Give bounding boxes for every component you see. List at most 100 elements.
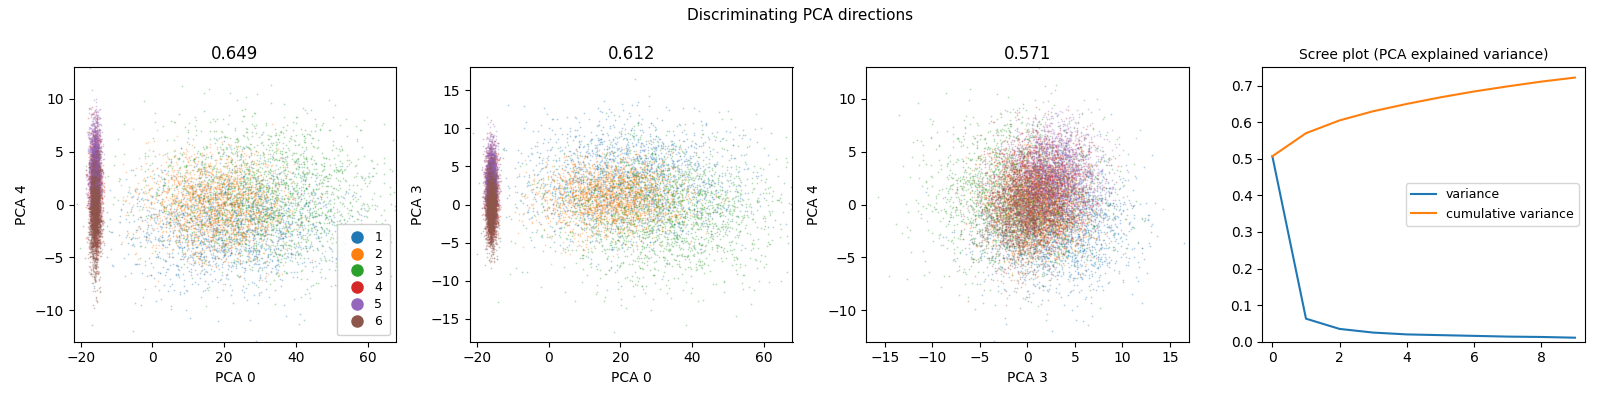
Point [475, 221, 501, 228]
Point [1029, 188, 1054, 194]
Point [195, 206, 221, 212]
Point [1053, 228, 1078, 234]
Point [80, 208, 106, 214]
Point [626, 186, 651, 192]
Point [565, 238, 590, 244]
Point [82, 203, 107, 210]
Point [291, 133, 317, 139]
Point [1038, 200, 1064, 207]
Point [1048, 181, 1074, 187]
Point [973, 216, 998, 222]
Point [1038, 180, 1064, 186]
Point [1006, 176, 1032, 183]
Point [86, 151, 112, 157]
Point [981, 192, 1006, 199]
Point [592, 145, 618, 152]
Point [526, 188, 552, 194]
Point [701, 208, 726, 215]
Point [1083, 252, 1109, 258]
Point [478, 197, 504, 204]
Point [475, 148, 501, 154]
Point [302, 160, 328, 166]
Point [80, 153, 106, 159]
Point [85, 177, 110, 183]
Point [704, 208, 730, 214]
Point [478, 220, 504, 227]
Point [477, 200, 502, 206]
Point [382, 207, 408, 213]
Point [712, 221, 738, 227]
Point [474, 202, 499, 208]
Point [1022, 97, 1048, 103]
Point [992, 150, 1018, 157]
Point [214, 240, 240, 246]
Point [1038, 228, 1064, 234]
Point [82, 222, 107, 229]
Point [1171, 240, 1197, 246]
Point [1006, 186, 1032, 192]
Point [210, 205, 235, 211]
Point [80, 195, 106, 201]
Point [659, 222, 685, 228]
Point [83, 175, 109, 182]
Point [600, 182, 626, 189]
Point [478, 192, 504, 198]
Point [630, 184, 656, 190]
Point [1037, 250, 1062, 257]
Point [486, 202, 512, 209]
Point [1014, 241, 1040, 248]
Point [157, 223, 182, 230]
Point [238, 229, 264, 235]
Point [482, 123, 507, 130]
Point [478, 219, 504, 226]
Point [1040, 144, 1066, 151]
Point [627, 176, 653, 183]
Point [1008, 219, 1034, 225]
Point [642, 178, 667, 185]
Point [317, 201, 342, 208]
Point [198, 205, 224, 212]
Point [112, 198, 138, 204]
Point [918, 134, 944, 140]
Point [90, 192, 115, 198]
Point [478, 167, 504, 174]
Point [643, 196, 669, 202]
Point [480, 194, 506, 201]
Point [478, 184, 504, 191]
Point [1034, 184, 1059, 190]
Point [586, 141, 611, 147]
Point [1072, 234, 1098, 241]
Point [1008, 201, 1034, 208]
Point [83, 211, 109, 218]
Point [654, 175, 680, 182]
Point [614, 174, 640, 180]
Point [178, 183, 203, 189]
Point [90, 167, 115, 174]
Point [624, 189, 650, 195]
Point [269, 169, 294, 175]
Point [1013, 200, 1038, 206]
Point [82, 210, 107, 216]
Point [547, 185, 573, 192]
Point [477, 225, 502, 232]
Point [480, 170, 506, 176]
Point [472, 145, 498, 151]
Point [475, 185, 501, 192]
Point [195, 208, 221, 214]
Point [1024, 248, 1050, 254]
Point [598, 193, 624, 200]
Point [613, 207, 638, 214]
Point [650, 218, 675, 225]
Point [662, 147, 688, 153]
Point [1061, 155, 1086, 162]
Point [82, 234, 107, 241]
Point [1042, 194, 1067, 200]
Point [480, 185, 506, 191]
Point [88, 209, 114, 215]
Point [477, 197, 502, 204]
Point [541, 177, 566, 184]
Point [1003, 199, 1029, 205]
Point [85, 213, 110, 219]
Point [638, 146, 664, 152]
Point [1002, 217, 1027, 223]
